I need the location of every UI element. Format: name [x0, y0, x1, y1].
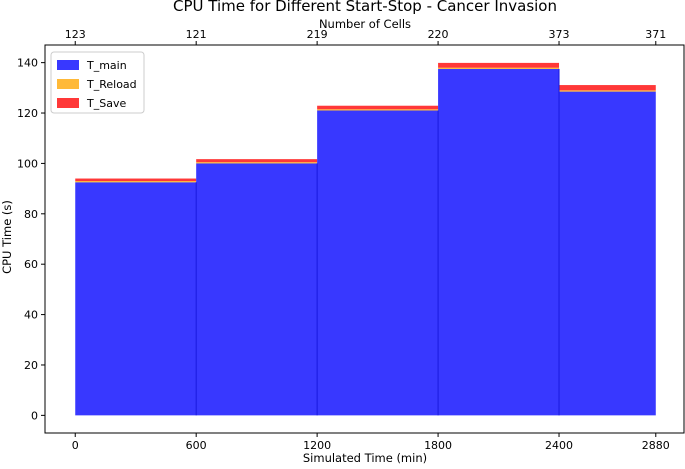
- area-t-save-seg-2: [196, 159, 318, 163]
- legend-swatch-t-main: [57, 60, 79, 70]
- chart-title: CPU Time for Different Start-Stop - Canc…: [173, 0, 557, 15]
- axes: 0 600 1200 1800 2400 2880 123 121 219 220 373 371 0 2…: [17, 28, 685, 452]
- area-t-reload-seg-5: [559, 90, 656, 92]
- axes-frame: [44, 44, 685, 434]
- area-t-save-seg-4: [438, 62, 560, 68]
- area-t-reload-seg-3: [317, 109, 439, 111]
- area-t-reload-seg-1: [75, 181, 197, 183]
- x-tick-label: 0: [72, 439, 79, 452]
- x-tick-label: 2880: [642, 439, 670, 452]
- legend-label-t-save: T_Save: [86, 97, 126, 110]
- top-tick-label: 220: [428, 28, 449, 41]
- area-t-reload-seg-2: [196, 162, 318, 164]
- area-t-main-seg-1: [75, 182, 197, 416]
- top-tick-label: 121: [186, 28, 207, 41]
- x-tick-label: 600: [186, 439, 207, 452]
- plot-area: [75, 62, 656, 416]
- y-tick-label: 100: [17, 157, 38, 170]
- y-axis-label: CPU Time (s): [0, 200, 14, 274]
- area-t-save-seg-5: [559, 85, 656, 91]
- legend-label-t-reload: T_Reload: [86, 78, 137, 91]
- area-t-main-seg-2: [196, 163, 318, 416]
- y-tick-label: 140: [17, 57, 38, 70]
- legend-swatch-t-save: [57, 98, 79, 108]
- area-t-reload-seg-4: [438, 67, 560, 69]
- top-tick-label: 219: [307, 28, 328, 41]
- area-t-save-seg-1: [75, 178, 197, 182]
- legend: T_main T_Reload T_Save: [50, 51, 145, 114]
- area-t-main-seg-5: [559, 91, 656, 416]
- area-t-main-seg-4: [438, 68, 560, 416]
- x-tick-label: 2400: [545, 439, 573, 452]
- area-t-main-seg-3: [317, 110, 439, 416]
- x-axis-label: Simulated Time (min): [303, 451, 427, 464]
- top-tick-label: 373: [549, 28, 570, 41]
- top-tick-label: 123: [65, 28, 86, 41]
- y-tick-label: 40: [24, 309, 38, 322]
- legend-swatch-t-reload: [57, 79, 79, 89]
- top-tick-label: 371: [645, 28, 666, 41]
- x-tick-label: 1200: [303, 439, 331, 452]
- x-tick-label: 1800: [424, 439, 452, 452]
- legend-label-t-main: T_main: [86, 59, 127, 72]
- y-tick-label: 80: [24, 208, 38, 221]
- y-tick-label: 20: [24, 359, 38, 372]
- area-t-save-seg-3: [317, 105, 439, 110]
- y-tick-label: 120: [17, 107, 38, 120]
- y-tick-label: 60: [24, 258, 38, 271]
- top-axis-label: Number of Cells: [319, 17, 411, 31]
- y-tick-label: 0: [31, 409, 38, 422]
